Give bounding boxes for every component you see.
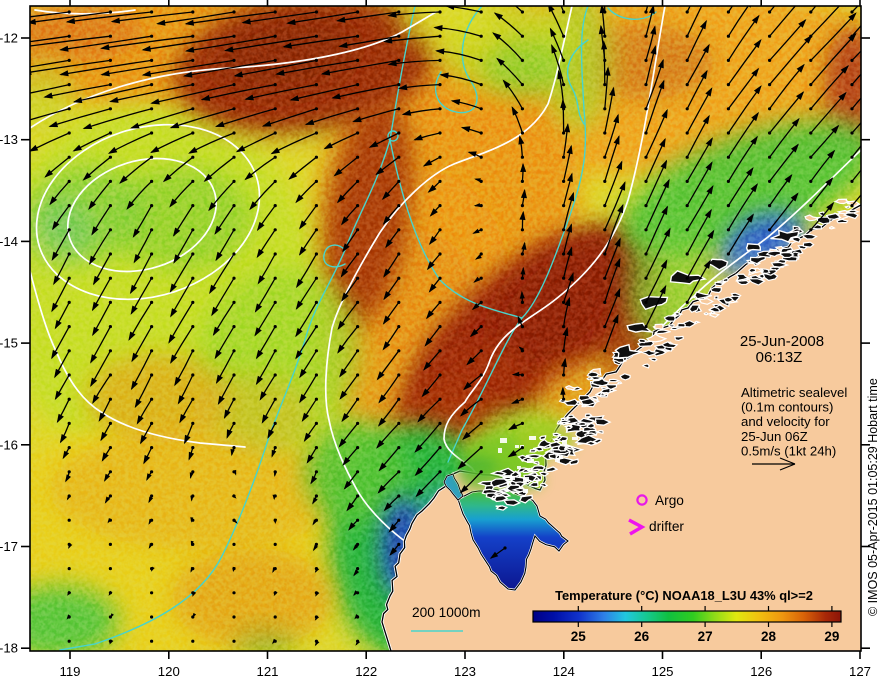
svg-text:200 1000m: 200 1000m: [412, 605, 481, 620]
svg-text:© IMOS 05-Apr-2015 01:05:29 Ho: © IMOS 05-Apr-2015 01:05:29 Hobart time: [866, 378, 880, 616]
svg-text:26: 26: [634, 629, 650, 644]
svg-text:Temperature (°C) NOAA18_L3U 43: Temperature (°C) NOAA18_L3U 43% ql>=2: [555, 588, 813, 603]
svg-text:25-Jun 06Z: 25-Jun 06Z: [741, 429, 808, 444]
svg-text:Argo: Argo: [655, 493, 684, 508]
svg-text:125: 125: [651, 664, 673, 679]
svg-text:(0.1m contours): (0.1m contours): [741, 400, 833, 415]
svg-text:0.5m/s (1kt 24h): 0.5m/s (1kt 24h): [741, 443, 836, 458]
svg-text:126: 126: [750, 664, 772, 679]
svg-text:drifter: drifter: [649, 519, 684, 534]
svg-text:25: 25: [571, 629, 587, 644]
svg-text:27: 27: [698, 629, 713, 644]
svg-text:25-Jun-2008: 25-Jun-2008: [740, 333, 824, 350]
svg-text:124: 124: [553, 664, 575, 679]
svg-text:120: 120: [158, 664, 180, 679]
svg-text:119: 119: [59, 664, 80, 679]
svg-text:-14: -14: [0, 234, 18, 249]
svg-text:123: 123: [454, 664, 476, 679]
svg-text:-12: -12: [0, 31, 18, 46]
svg-text:06:13Z: 06:13Z: [756, 349, 803, 366]
svg-text:and velocity for: and velocity for: [741, 414, 830, 429]
svg-text:122: 122: [355, 664, 377, 679]
svg-text:28: 28: [761, 629, 777, 644]
svg-text:-16: -16: [0, 437, 18, 452]
svg-text:127: 127: [849, 664, 871, 679]
svg-text:-13: -13: [0, 132, 18, 147]
svg-text:121: 121: [256, 664, 278, 679]
svg-text:-18: -18: [0, 641, 18, 656]
svg-text:-15: -15: [0, 336, 18, 351]
svg-text:-17: -17: [0, 539, 18, 554]
svg-text:Altimetric sealevel: Altimetric sealevel: [741, 385, 847, 400]
svg-text:29: 29: [824, 629, 839, 644]
